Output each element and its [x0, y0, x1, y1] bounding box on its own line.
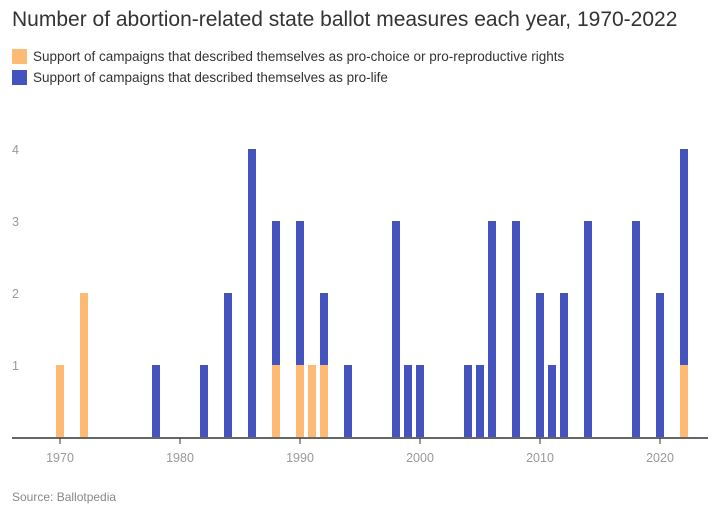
- y-tick-label-4: 4: [12, 143, 19, 157]
- bar-pro-life-1984: [224, 293, 232, 437]
- y-tick-label-2: 2: [12, 287, 19, 301]
- bar-pro-life-1990: [296, 221, 304, 365]
- bar-pro-choice-1988: [272, 365, 280, 437]
- legend-swatch-pro-choice: [12, 49, 27, 64]
- bar-pro-choice-1970: [56, 365, 64, 437]
- x-tick-label-2010: 2010: [526, 451, 554, 465]
- bar-pro-choice-1991: [308, 365, 316, 437]
- legend: Support of campaigns that described them…: [12, 46, 564, 88]
- legend-label-pro-life: Support of campaigns that described them…: [33, 70, 388, 85]
- bar-pro-life-1994: [344, 365, 352, 437]
- x-tick-label-1980: 1980: [166, 451, 194, 465]
- bar-pro-life-1999: [404, 365, 412, 437]
- bar-pro-life-2000: [416, 365, 424, 437]
- bar-pro-choice-2022: [680, 365, 688, 437]
- source-note: Source: Ballotpedia: [12, 490, 117, 504]
- bar-pro-life-2008: [512, 221, 520, 437]
- bar-pro-life-2022: [680, 149, 688, 365]
- bar-pro-life-2005: [476, 365, 484, 437]
- x-tick-label-1990: 1990: [286, 451, 314, 465]
- x-tick-label-1970: 1970: [46, 451, 74, 465]
- bar-pro-life-1998: [392, 221, 400, 437]
- bar-pro-life-2011: [548, 365, 556, 437]
- legend-label-pro-choice: Support of campaigns that described them…: [33, 49, 565, 64]
- bar-pro-life-2004: [464, 365, 472, 437]
- bar-pro-life-2020: [656, 293, 664, 437]
- bar-pro-life-2010: [536, 293, 544, 437]
- bar-pro-life-1978: [152, 365, 160, 437]
- bar-pro-choice-1972: [80, 293, 88, 437]
- x-tick-label-2020: 2020: [646, 451, 674, 465]
- y-ticks-group: 1 2 3 4: [12, 143, 19, 373]
- x-tick-label-2000: 2000: [406, 451, 434, 465]
- bar-pro-life-1988: [272, 221, 280, 365]
- bar-pro-life-1992: [320, 293, 328, 365]
- bar-pro-life-2006: [488, 221, 496, 437]
- bars-group: [56, 149, 688, 437]
- bar-pro-choice-1992: [320, 365, 328, 437]
- bar-pro-life-2018: [632, 221, 640, 437]
- bar-pro-life-1982: [200, 365, 208, 437]
- y-tick-label-1: 1: [12, 359, 19, 373]
- y-tick-label-3: 3: [12, 215, 19, 229]
- legend-swatch-pro-life: [12, 70, 27, 85]
- bar-pro-choice-1990: [296, 365, 304, 437]
- chart-title: Number of abortion-related state ballot …: [12, 8, 678, 31]
- x-ticks-group: 1970 1980 1990 2000 2010 2020: [46, 438, 674, 465]
- legend-item-pro-life: Support of campaigns that described them…: [12, 67, 564, 88]
- bar-pro-life-1986: [248, 149, 256, 437]
- bar-pro-life-2012: [560, 293, 568, 437]
- bar-pro-life-2014: [584, 221, 592, 437]
- legend-item-pro-choice: Support of campaigns that described them…: [12, 46, 564, 67]
